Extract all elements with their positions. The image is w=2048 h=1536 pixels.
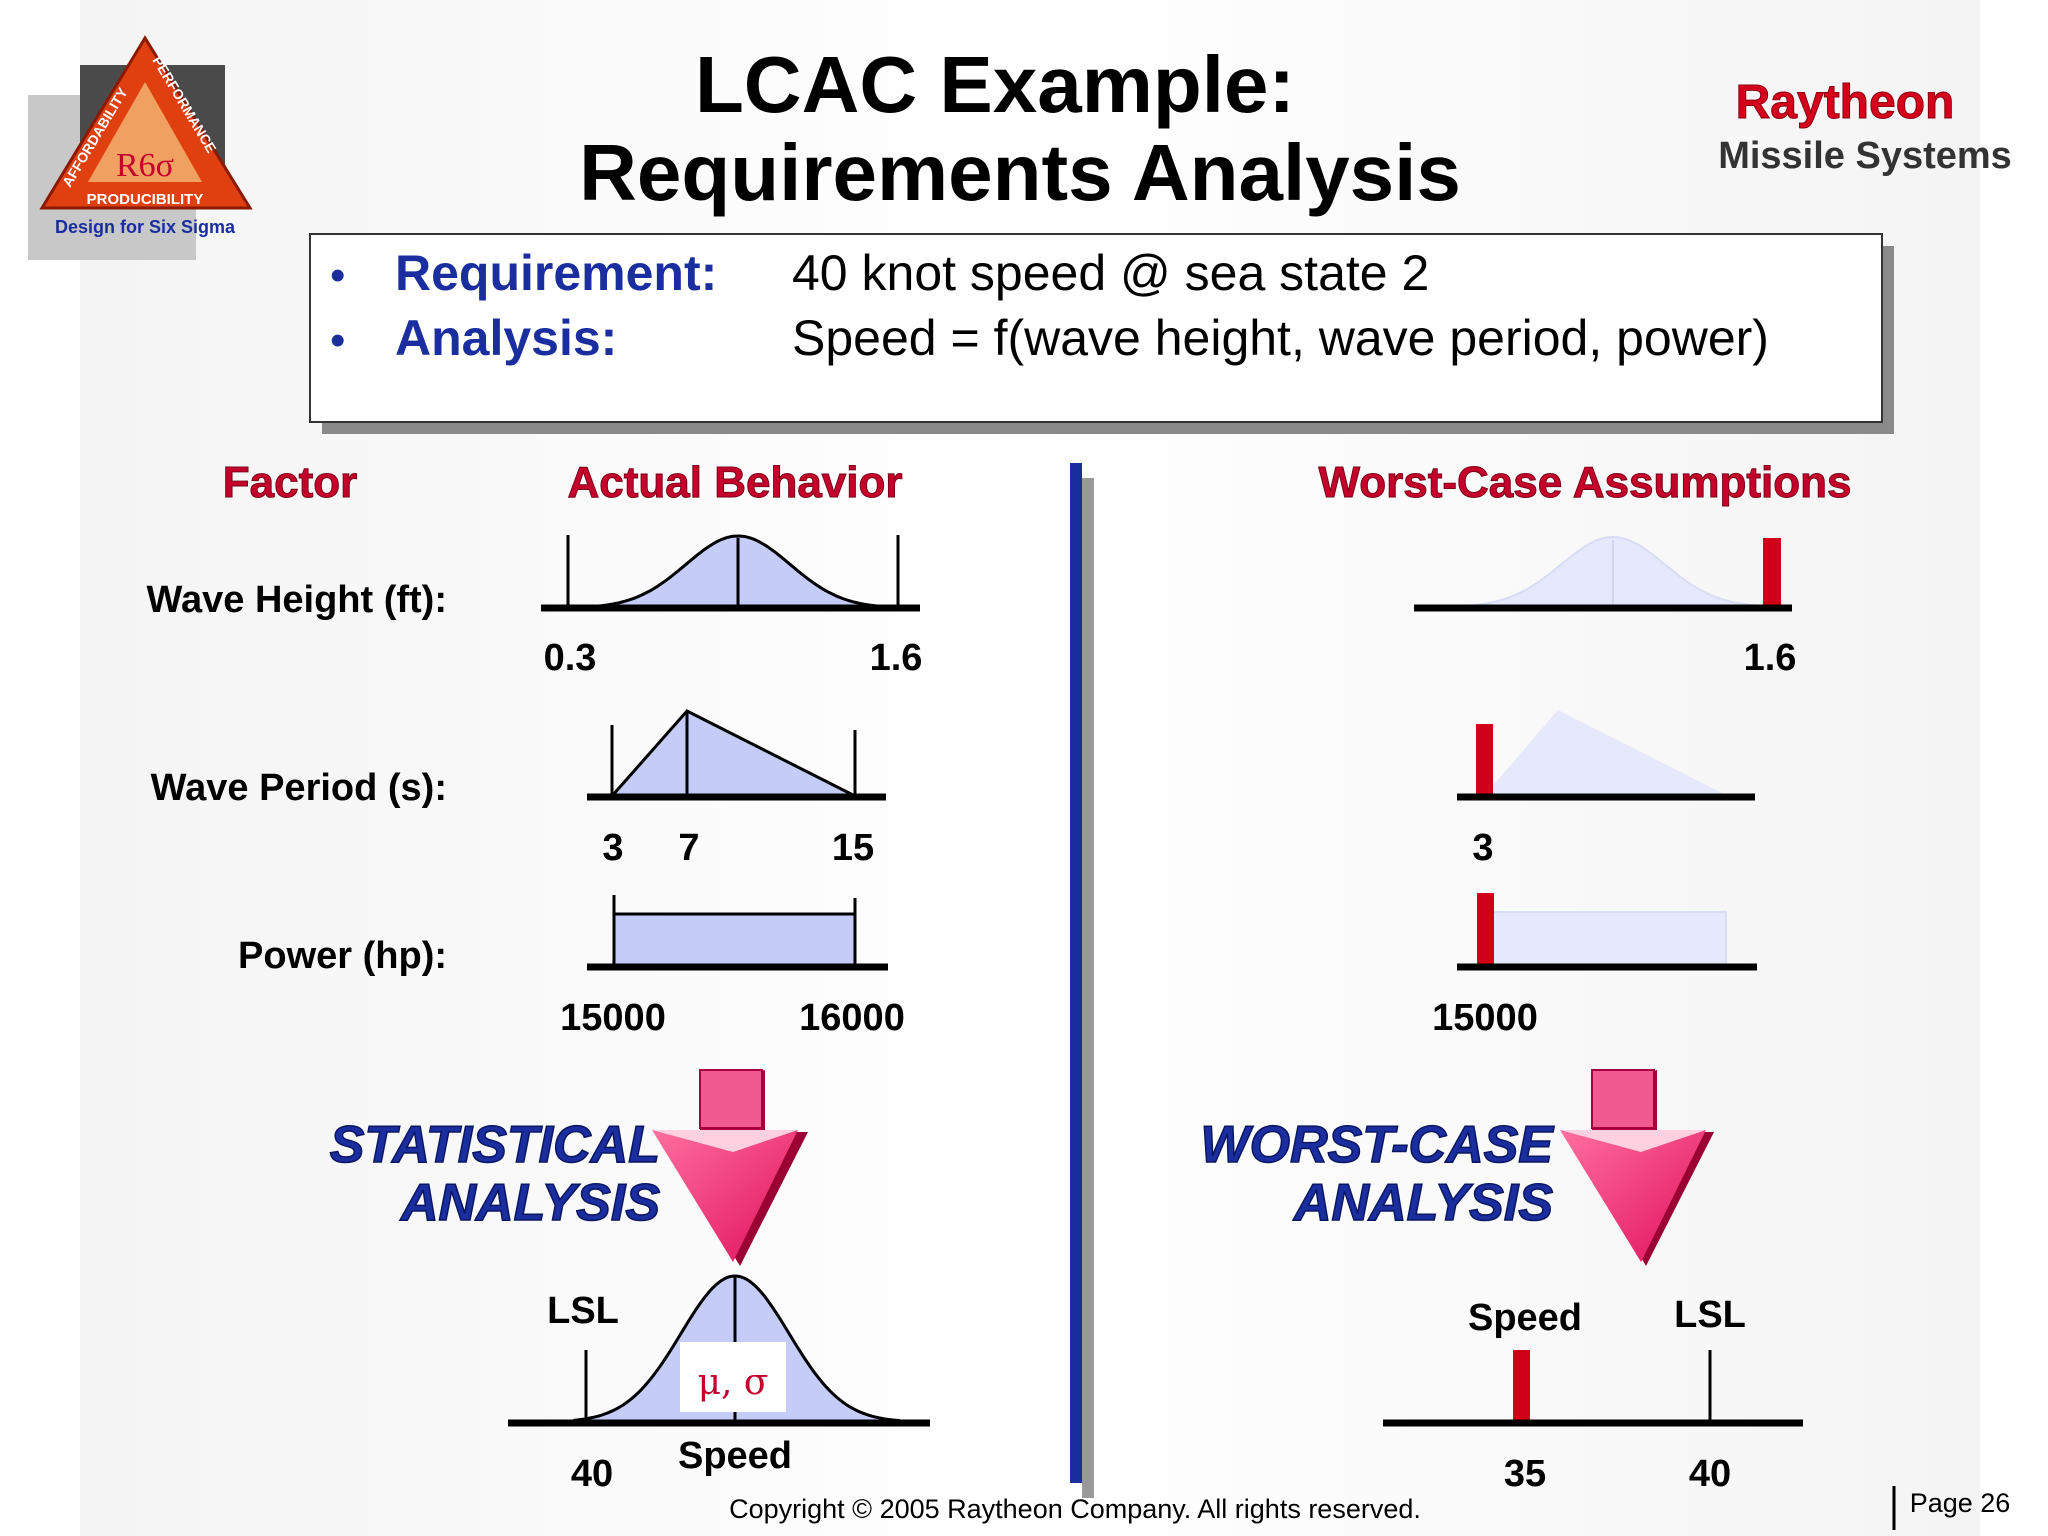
title-line-2: Requirements Analysis xyxy=(579,128,1461,217)
faded-normal-curve xyxy=(1439,535,1791,608)
worst-case-analysis-label-1: WORST-CASE xyxy=(1201,1116,1555,1174)
center-divider xyxy=(1070,463,1082,1483)
speed-axis-label: Speed xyxy=(678,1435,792,1477)
tick-label: 15 xyxy=(832,827,874,869)
worst-wave-period-plot: 3 xyxy=(1457,710,1755,869)
worst-case-marker xyxy=(1476,724,1493,796)
worst-speed-marker xyxy=(1513,1350,1530,1422)
worst-case-marker xyxy=(1477,893,1494,966)
tick-label: 0.3 xyxy=(544,637,597,679)
faded-uniform-distribution xyxy=(1487,911,1727,967)
speed-label: Speed xyxy=(1468,1297,1582,1339)
actual-wave-height-plot: 0.3 1.6 xyxy=(541,534,923,679)
bullet-icon: • xyxy=(330,316,345,365)
tick-label: 1.6 xyxy=(870,637,923,679)
worst-speed-value: 35 xyxy=(1504,1453,1546,1495)
requirements-box-frame xyxy=(309,233,1883,423)
factor-power: Power (hp): xyxy=(238,935,447,977)
uniform-distribution xyxy=(612,912,857,968)
worst-wave-height-plot: 1.6 xyxy=(1414,535,1797,679)
divider-shadow xyxy=(1082,478,1094,1498)
worst-value-label: 15000 xyxy=(1432,997,1538,1039)
header-factor: Factor xyxy=(223,458,357,507)
mu-sigma-label: μ, σ xyxy=(698,1362,769,1403)
lsl-label: LSL xyxy=(1674,1294,1746,1336)
analysis-value: Speed = f(wave height, wave period, powe… xyxy=(792,310,1769,366)
actual-wave-period-plot: 3 7 15 xyxy=(587,709,886,869)
lsl-value-label: 40 xyxy=(1689,1453,1731,1495)
worst-case-speed-plot: Speed LSL 35 40 xyxy=(1383,1294,1803,1495)
tick-label: 15000 xyxy=(560,997,666,1039)
lsl-value-label: 40 xyxy=(571,1453,613,1495)
worst-power-plot: 15000 xyxy=(1432,893,1757,1039)
raytheon-brand: Raytheon xyxy=(1736,76,1955,129)
copyright-text: Copyright © 2005 Raytheon Company. All r… xyxy=(729,1494,1421,1524)
title-line-1: LCAC Example: xyxy=(695,40,1295,129)
factor-wave-height: Wave Height (ft): xyxy=(147,579,447,621)
header-actual-behavior: Actual Behavior xyxy=(568,458,903,507)
tick-label: 7 xyxy=(678,827,699,869)
params-box xyxy=(680,1342,786,1412)
logo-bottom-text: PRODUCIBILITY xyxy=(87,191,204,208)
factor-wave-period: Wave Period (s): xyxy=(151,767,447,809)
worst-case-down-arrow-icon xyxy=(1560,1069,1714,1266)
statistical-down-arrow-icon xyxy=(652,1069,808,1266)
lsl-label: LSL xyxy=(547,1290,619,1332)
requirements-box: • Requirement: 40 knot speed @ sea state… xyxy=(309,233,1894,434)
statistical-analysis-label-1: STATISTICAL xyxy=(330,1116,660,1174)
logo-caption: Design for Six Sigma xyxy=(55,217,236,237)
actual-power-plot: 15000 16000 xyxy=(560,895,905,1039)
worst-case-marker xyxy=(1763,538,1781,608)
page-number: Page 26 xyxy=(1910,1488,2011,1518)
worst-case-analysis-label-2: ANALYSIS xyxy=(1292,1174,1553,1232)
worst-value-label: 3 xyxy=(1472,827,1493,869)
worst-value-label: 1.6 xyxy=(1744,637,1797,679)
faded-triangular-distribution xyxy=(1484,710,1728,796)
requirement-value: 40 knot speed @ sea state 2 xyxy=(792,245,1429,301)
tick-label: 16000 xyxy=(799,997,905,1039)
statistical-analysis-label-2: ANALYSIS xyxy=(399,1174,660,1232)
requirement-label: Requirement: xyxy=(395,245,717,301)
analysis-label: Analysis: xyxy=(395,310,617,366)
statistical-speed-plot: μ, σ LSL 40 Speed xyxy=(508,1274,930,1495)
bullet-icon: • xyxy=(330,251,345,300)
dfss-logo: R6σ AFFORDABILITY PERFORMANCE PRODUCIBIL… xyxy=(28,35,253,260)
logo-r6-text: R6σ xyxy=(116,147,174,184)
tick-label: 3 xyxy=(602,827,623,869)
header-worst-case: Worst-Case Assumptions xyxy=(1319,458,1852,507)
brand-division: Missile Systems xyxy=(1718,135,2012,177)
